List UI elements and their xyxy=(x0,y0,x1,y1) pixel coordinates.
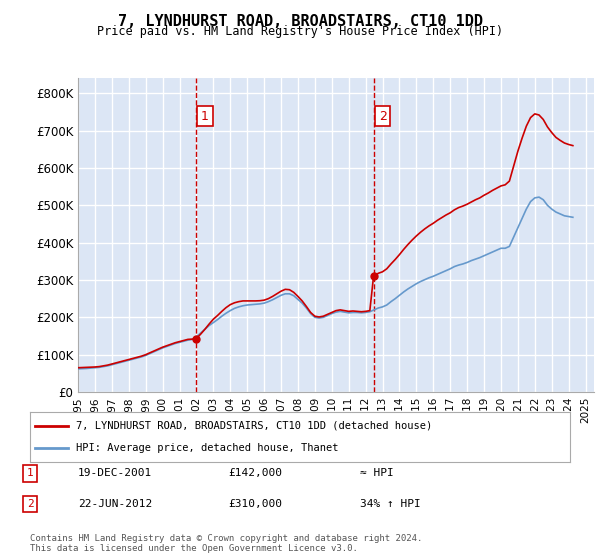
Text: 1: 1 xyxy=(201,110,209,123)
Text: HPI: Average price, detached house, Thanet: HPI: Average price, detached house, Than… xyxy=(76,443,338,453)
Text: 2: 2 xyxy=(379,110,386,123)
Text: £142,000: £142,000 xyxy=(228,468,282,478)
Text: 2: 2 xyxy=(26,499,34,509)
Text: ≈ HPI: ≈ HPI xyxy=(360,468,394,478)
Text: Contains HM Land Registry data © Crown copyright and database right 2024.
This d: Contains HM Land Registry data © Crown c… xyxy=(30,534,422,553)
Text: 22-JUN-2012: 22-JUN-2012 xyxy=(78,499,152,509)
Text: 1: 1 xyxy=(26,468,34,478)
Text: 7, LYNDHURST ROAD, BROADSTAIRS, CT10 1DD (detached house): 7, LYNDHURST ROAD, BROADSTAIRS, CT10 1DD… xyxy=(76,421,432,431)
Text: 7, LYNDHURST ROAD, BROADSTAIRS, CT10 1DD: 7, LYNDHURST ROAD, BROADSTAIRS, CT10 1DD xyxy=(118,14,482,29)
Text: Price paid vs. HM Land Registry's House Price Index (HPI): Price paid vs. HM Land Registry's House … xyxy=(97,25,503,38)
Text: 34% ↑ HPI: 34% ↑ HPI xyxy=(360,499,421,509)
Text: £310,000: £310,000 xyxy=(228,499,282,509)
Text: 19-DEC-2001: 19-DEC-2001 xyxy=(78,468,152,478)
